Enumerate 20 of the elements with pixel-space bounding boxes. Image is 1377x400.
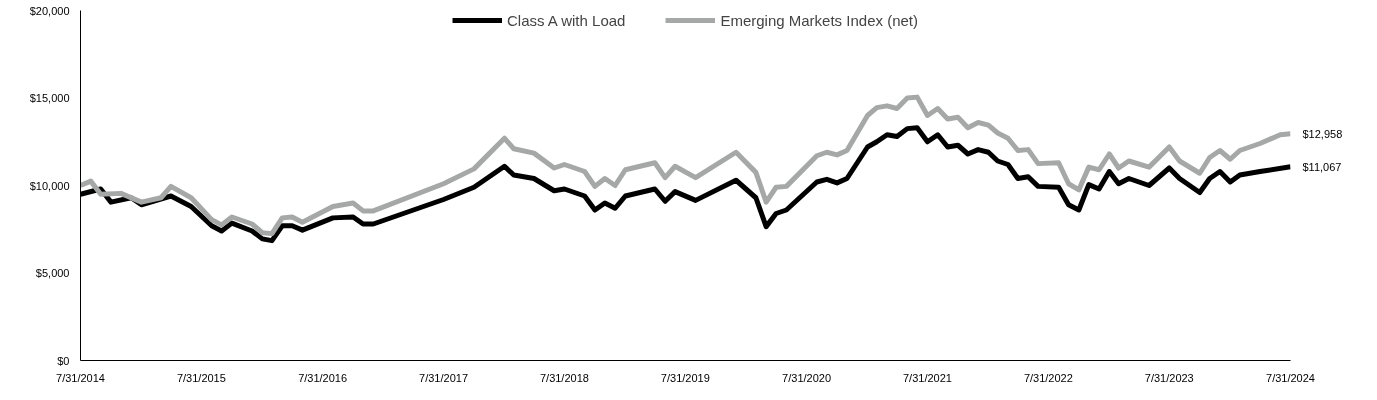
x-tick-label: 7/31/2022 (1023, 371, 1073, 384)
annotation: $11,067 (1302, 160, 1342, 173)
x-tick-label: 7/31/2015 (176, 371, 226, 384)
x-tick-label: 7/31/2014 (56, 371, 105, 384)
x-tick-label: 7/31/2023 (1144, 371, 1194, 384)
y-tick-label: $20,000 (29, 4, 70, 17)
x-tick-label: 7/31/2018 (539, 371, 589, 384)
y-tick-label: $0 (57, 354, 70, 367)
legend-label: Emerging Markets Index (net) (720, 11, 918, 29)
y-tick-label: $10,000 (29, 179, 70, 192)
y-tick-label: $15,000 (29, 92, 70, 104)
x-tick-label: 7/31/2019 (660, 371, 710, 384)
x-tick-label: 7/31/2017 (419, 371, 468, 384)
x-tick-label: 7/31/2021 (903, 371, 952, 384)
x-tick-label: 7/31/2020 (782, 371, 832, 384)
x-tick-label: 7/31/2016 (298, 371, 348, 384)
annotation: $12,958 (1302, 127, 1343, 140)
legend-label: Class A with Load (507, 11, 626, 29)
x-tick-label: 7/31/2024 (1266, 371, 1315, 384)
y-tick-label: $5,000 (35, 267, 70, 279)
